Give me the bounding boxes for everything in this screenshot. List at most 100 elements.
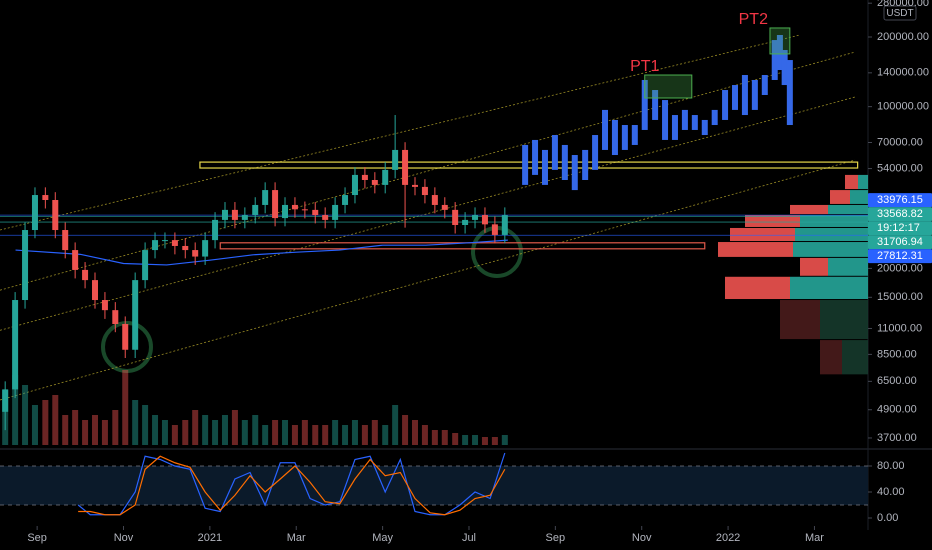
volume-bar [72,410,79,445]
candle-body [202,240,209,257]
volume-bar [371,420,378,445]
profile-sell [745,215,800,227]
candle-body [241,215,248,220]
volume-bar [322,425,329,445]
highlight-circle [101,321,153,373]
volume-bar [12,375,19,445]
x-tick-label: Mar [805,532,824,544]
oscillator-y-tick-label: 80.00 [877,460,905,472]
candle-body [22,230,29,301]
y-tick-label: 54000.00 [877,162,923,174]
projection-bar [652,90,659,120]
profile-sell [780,300,820,340]
channel-line [0,159,856,401]
volume-bar [202,415,209,445]
countdown-label: 19:12:17 [877,222,920,234]
profile-sell [730,227,795,242]
volume-bar [22,385,29,445]
projection-bar [786,60,793,126]
profile-buy [828,204,868,215]
volume-bar [92,415,99,445]
volume-bar [472,435,479,445]
projection-bar [641,79,648,130]
profile-sell [845,174,858,190]
oscillator-y-tick-label: 40.00 [877,486,905,498]
candle-body [122,324,129,350]
candle-body [72,250,79,270]
candle-body [472,215,479,220]
profile-buy [793,242,868,257]
volume-bar [342,425,349,445]
volume-bar [152,415,159,445]
candle-body [231,209,238,220]
volume-bar [62,415,69,445]
projection-bar [776,35,783,71]
candle-body [192,250,199,257]
target-label: PT2 [739,11,768,28]
candle-body [52,199,59,231]
oscillator-line [77,452,506,516]
candle-body [312,209,319,216]
countdown-bg [868,221,932,236]
volume-bar [122,370,129,445]
y-tick-label: 4900.00 [877,404,917,416]
profile-buy [842,340,868,375]
profile-sell [800,257,828,276]
candle-body [282,204,289,219]
candle-body [351,174,358,196]
projection-bar [532,139,539,175]
candle-body [481,215,488,225]
currency-label: USDT [886,8,913,19]
volume-bar [272,420,279,445]
x-tick-label: Nov [632,532,652,544]
projection-bar [701,119,708,136]
projection-bar [681,109,688,130]
oscillator-y-tick-label: 0.00 [877,512,898,524]
volume-bar [31,405,38,445]
candle-body [441,204,448,210]
projection-bar [571,155,578,191]
x-tick-label: 2021 [198,532,222,544]
candle-body [301,209,308,211]
candle-body [491,224,498,235]
volume-bar [402,415,409,445]
oscillator-line [78,455,506,516]
currency-box [883,5,917,21]
projection-bar [561,144,568,180]
projection-bar [741,75,748,116]
volume-bar [262,425,269,445]
profile-buy [820,300,868,340]
volume-bar [462,435,469,445]
candle-body [132,280,139,350]
volume-bar [42,400,49,445]
candle-body [342,195,349,205]
volume-bar [332,420,339,445]
profile-sell [718,242,793,257]
projection-bar [771,40,778,80]
y-tick-label: 100000.00 [877,101,929,113]
profile-sell [725,276,790,300]
profile-buy [800,215,868,227]
projection-bar [541,149,548,185]
volume-bar [192,410,199,445]
candle-body [421,186,428,196]
profile-sell [820,340,842,375]
volume-bar [282,420,289,445]
x-tick-label: May [372,532,393,544]
candle-body [92,280,99,301]
profile-sell [790,204,828,215]
candle-body [212,219,219,241]
candle-body [322,215,329,220]
y-tick-label: 11000.00 [877,322,922,334]
candle-body [452,209,459,226]
projection-bar [731,85,738,110]
candle-body [262,190,269,205]
candle-body [31,195,38,231]
target-label: PT1 [630,58,659,75]
profile-buy [828,257,868,276]
candle-body [182,245,189,251]
volume-bar [301,420,308,445]
candle-body [171,240,178,246]
candle-body [221,209,228,220]
